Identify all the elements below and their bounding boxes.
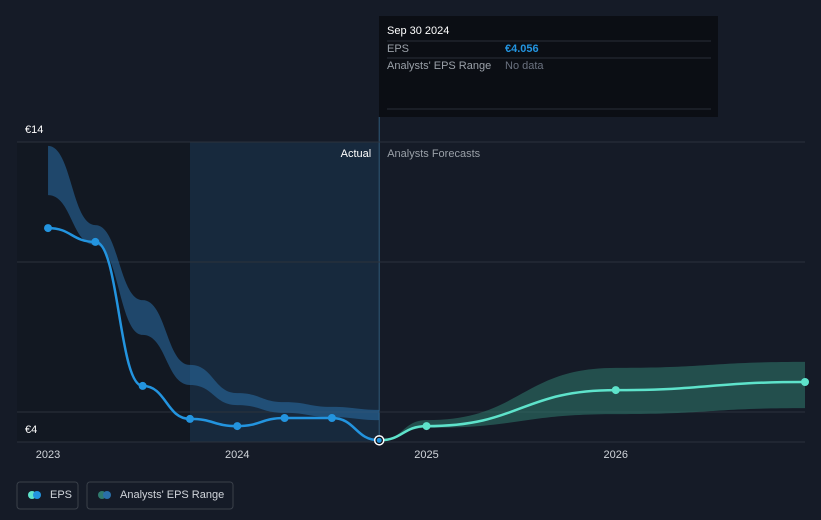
tooltip-range-label: Analysts' EPS Range xyxy=(387,60,491,72)
forecast-point xyxy=(422,422,431,431)
legend-icon xyxy=(103,491,111,499)
legend-label[interactable]: Analysts' EPS Range xyxy=(120,489,224,501)
x-tick-label: 2024 xyxy=(225,449,249,461)
past-region xyxy=(17,142,190,442)
y-tick-label: €4 xyxy=(25,424,37,436)
tooltip-date: Sep 30 2024 xyxy=(387,25,449,37)
eps-point xyxy=(138,381,147,390)
x-tick-label: 2026 xyxy=(604,449,628,461)
eps-point xyxy=(280,414,289,422)
legend-item[interactable] xyxy=(16,481,79,510)
highlight-point-inner xyxy=(376,437,382,443)
eps-point xyxy=(327,414,336,422)
forecast-point xyxy=(611,386,620,395)
legend-label[interactable]: EPS xyxy=(50,489,72,501)
eps-line xyxy=(379,380,806,442)
annotation: Actual xyxy=(341,148,372,160)
tooltip-eps-value: €4.056 xyxy=(505,43,539,55)
eps-point xyxy=(91,237,100,246)
x-tick-label: 2023 xyxy=(36,449,60,461)
tooltip-eps-label: EPS xyxy=(387,43,409,55)
legend-icon xyxy=(33,491,41,499)
eps-point xyxy=(44,224,53,233)
forecast-point xyxy=(801,378,809,386)
eps-point xyxy=(185,414,194,423)
tooltip-box xyxy=(379,16,718,117)
x-tick-label: 2025 xyxy=(414,449,438,461)
y-tick-label: €14 xyxy=(25,124,43,136)
legend-item[interactable] xyxy=(86,481,234,510)
eps-point xyxy=(233,422,242,431)
eps-line xyxy=(48,226,380,442)
annotation: Analysts Forecasts xyxy=(387,148,480,160)
tooltip-range-value: No data xyxy=(505,60,544,72)
